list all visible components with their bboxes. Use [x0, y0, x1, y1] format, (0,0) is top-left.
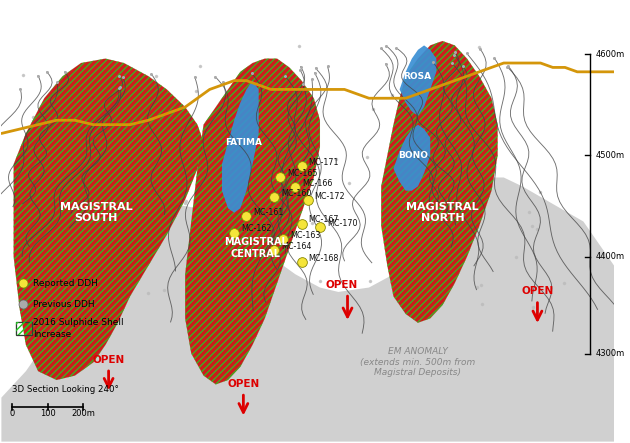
Text: 100: 100: [40, 409, 55, 418]
Text: MC-170: MC-170: [327, 219, 357, 228]
Text: OPEN: OPEN: [93, 354, 125, 365]
Text: BONO: BONO: [398, 151, 428, 160]
Polygon shape: [185, 58, 320, 385]
Text: MC-162: MC-162: [241, 224, 272, 233]
Text: OPEN: OPEN: [325, 280, 357, 290]
Text: MC-171: MC-171: [309, 158, 339, 167]
Polygon shape: [399, 46, 437, 116]
Polygon shape: [14, 58, 203, 380]
Text: MC-167: MC-167: [309, 215, 339, 224]
Bar: [16, 322, 32, 335]
Text: 200m: 200m: [71, 409, 94, 418]
Text: 2016 Sulphide Shell
Increase: 2016 Sulphide Shell Increase: [33, 319, 124, 338]
Text: MC-163: MC-163: [290, 231, 321, 240]
Text: MAGISTRAL
SOUTH: MAGISTRAL SOUTH: [60, 202, 133, 224]
Text: MC-172: MC-172: [314, 192, 345, 201]
Polygon shape: [222, 81, 259, 213]
Text: Previous DDH: Previous DDH: [33, 300, 95, 309]
Text: MC-160: MC-160: [281, 189, 311, 198]
Polygon shape: [1, 178, 614, 442]
Text: OPEN: OPEN: [521, 286, 554, 296]
Text: 3D Section Looking 240°: 3D Section Looking 240°: [13, 385, 119, 394]
Text: ROSA: ROSA: [403, 72, 431, 81]
Polygon shape: [381, 41, 498, 323]
Text: 4400m: 4400m: [595, 252, 625, 261]
Bar: [16, 322, 32, 335]
Text: MC-161: MC-161: [253, 208, 284, 217]
Text: Reported DDH: Reported DDH: [33, 279, 98, 288]
Text: OPEN: OPEN: [227, 379, 260, 389]
Text: 4300m: 4300m: [595, 349, 625, 358]
Text: MAGISTRAL
CENTRAL: MAGISTRAL CENTRAL: [224, 237, 287, 259]
Text: MC-166: MC-166: [302, 179, 333, 188]
Text: FATIMA: FATIMA: [225, 138, 262, 147]
Text: 0: 0: [10, 409, 15, 418]
Text: MC-164: MC-164: [281, 242, 311, 251]
Text: MC-168: MC-168: [309, 253, 339, 263]
Text: 4500m: 4500m: [595, 151, 625, 160]
Text: 4600m: 4600m: [595, 50, 625, 59]
Text: MAGISTRAL
NORTH: MAGISTRAL NORTH: [406, 202, 479, 224]
Text: MC-165: MC-165: [287, 169, 318, 178]
Polygon shape: [394, 124, 430, 190]
Text: EM ANOMALY
(extends min. 500m from
Magistral Deposits): EM ANOMALY (extends min. 500m from Magis…: [360, 347, 476, 377]
